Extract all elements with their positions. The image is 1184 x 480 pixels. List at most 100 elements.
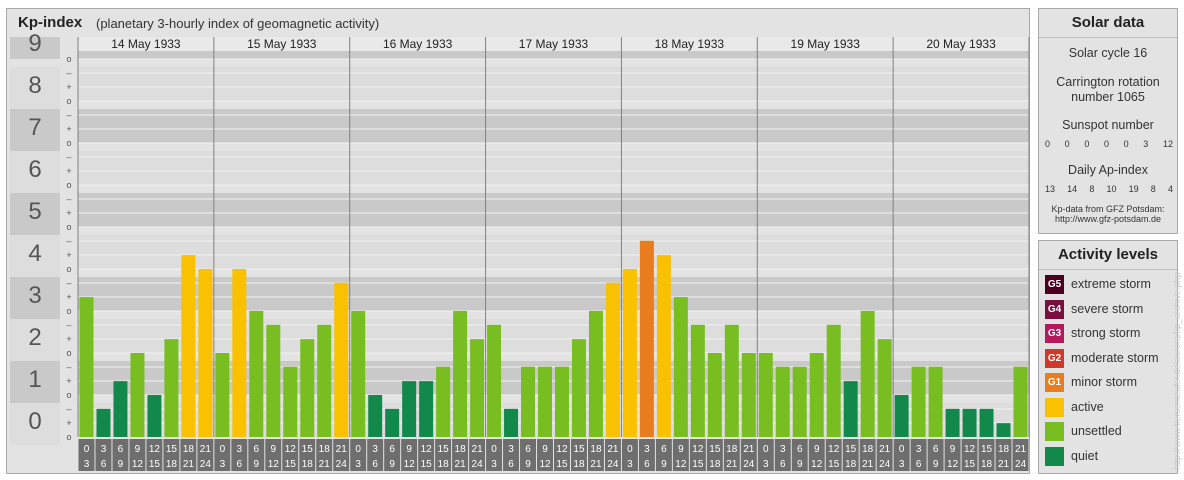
legend-label: moderate storm xyxy=(1071,350,1159,365)
legend-item: G5 extreme storm xyxy=(1045,275,1175,295)
interval-box xyxy=(825,439,842,471)
kp-bar xyxy=(368,394,383,437)
interval-box xyxy=(808,439,825,471)
kp-bar xyxy=(996,423,1011,437)
band-row xyxy=(78,67,1029,101)
legend-swatch: G3 xyxy=(1045,324,1064,343)
interval-box xyxy=(163,439,180,471)
interval-box xyxy=(859,439,876,471)
y-tick-label: 1 xyxy=(28,366,41,393)
interval-end: 24 xyxy=(743,459,755,470)
interval-box xyxy=(95,439,112,471)
interval-end: 15 xyxy=(421,459,433,470)
legend-label: quiet xyxy=(1071,448,1099,463)
legend-item: active xyxy=(1045,397,1175,418)
level-box xyxy=(10,277,60,319)
day-label: 15 May 1933 xyxy=(247,37,317,51)
interval-box xyxy=(893,439,910,471)
interval-end: 3 xyxy=(763,459,769,470)
interval-start: 12 xyxy=(692,444,704,455)
y-sub-tick: – xyxy=(66,320,71,330)
sunspot-value: 12 xyxy=(1162,139,1173,149)
interval-start: 18 xyxy=(455,444,467,455)
y-sub-tick: – xyxy=(66,278,71,288)
interval-end: 24 xyxy=(1015,459,1027,470)
interval-end: 12 xyxy=(947,459,959,470)
kp-bar xyxy=(147,394,162,437)
interval-box xyxy=(740,439,757,471)
interval-box xyxy=(706,439,723,471)
interval-box xyxy=(112,439,129,471)
interval-end: 21 xyxy=(455,459,467,470)
legend-label: strong storm xyxy=(1071,326,1141,340)
legend-label: severe storm xyxy=(1071,301,1144,316)
source-line: Kp-data from GFZ Potsdam: xyxy=(1051,204,1165,214)
sunspot-label: Sunspot number xyxy=(1062,118,1154,132)
interval-start: 9 xyxy=(950,444,956,455)
kp-bar xyxy=(521,366,536,437)
kp-bar xyxy=(470,339,485,437)
interval-start: 15 xyxy=(845,444,857,455)
interval-box xyxy=(265,439,282,471)
interval-end: 21 xyxy=(726,459,738,470)
kp-bar xyxy=(809,352,824,437)
y-sub-tick: + xyxy=(66,292,71,302)
interval-end: 12 xyxy=(675,459,687,470)
kp-bar xyxy=(300,339,315,437)
kp-bar xyxy=(1013,366,1028,437)
y-sub-tick: o xyxy=(66,138,71,148)
kp-bar xyxy=(656,255,671,437)
interval-box xyxy=(655,439,672,471)
interval-start: 21 xyxy=(879,444,891,455)
interval-box xyxy=(418,439,435,471)
interval-end: 9 xyxy=(661,459,667,470)
kp-bar xyxy=(673,297,688,437)
level-box xyxy=(10,67,60,109)
interval-start: 12 xyxy=(149,444,161,455)
sunspot-value: 0 xyxy=(1123,139,1129,149)
kp-bar xyxy=(928,366,943,437)
kp-bar xyxy=(334,282,349,437)
interval-box xyxy=(401,439,418,471)
ap-values: 13 14 8 10 19 8 4 xyxy=(1045,184,1173,194)
interval-box xyxy=(350,439,367,471)
band-row xyxy=(78,235,1029,269)
interval-start: 9 xyxy=(814,444,820,455)
interval-start: 9 xyxy=(271,444,277,455)
interval-end: 24 xyxy=(607,459,619,470)
y-tick-label: 5 xyxy=(28,198,41,225)
kp-bar xyxy=(775,366,790,437)
interval-end: 3 xyxy=(220,459,226,470)
kp-bar xyxy=(724,324,739,437)
interval-end: 21 xyxy=(998,459,1010,470)
y-sub-tick: – xyxy=(66,68,71,78)
y-sub-tick: + xyxy=(66,334,71,344)
interval-end: 6 xyxy=(508,459,514,470)
interval-start: 9 xyxy=(135,444,141,455)
legend-swatch: G4 xyxy=(1045,299,1064,319)
interval-end: 15 xyxy=(692,459,704,470)
y-sub-tick: – xyxy=(66,194,71,204)
kp-bar xyxy=(317,324,332,437)
level-box xyxy=(10,193,60,235)
interval-box xyxy=(927,439,944,471)
chart-title: Kp-index xyxy=(18,14,83,31)
interval-start: 6 xyxy=(254,444,260,455)
interval-box xyxy=(689,439,706,471)
band-row xyxy=(78,51,1029,59)
kp-bar xyxy=(588,310,603,437)
interval-box xyxy=(554,439,570,471)
interval-box xyxy=(587,439,604,471)
day-label: 19 May 1933 xyxy=(791,37,861,51)
interval-box xyxy=(537,439,553,471)
level-box xyxy=(10,37,60,59)
interval-start: 0 xyxy=(627,444,633,455)
y-sub-tick: – xyxy=(66,362,71,372)
sunspot-value: 0 xyxy=(1103,139,1109,149)
interval-start: 18 xyxy=(726,444,738,455)
interval-box xyxy=(638,439,655,471)
sunspot-value: 3 xyxy=(1143,139,1149,149)
legend-swatch xyxy=(1045,422,1064,441)
interval-start: 15 xyxy=(709,444,721,455)
kp-bar xyxy=(538,366,552,437)
